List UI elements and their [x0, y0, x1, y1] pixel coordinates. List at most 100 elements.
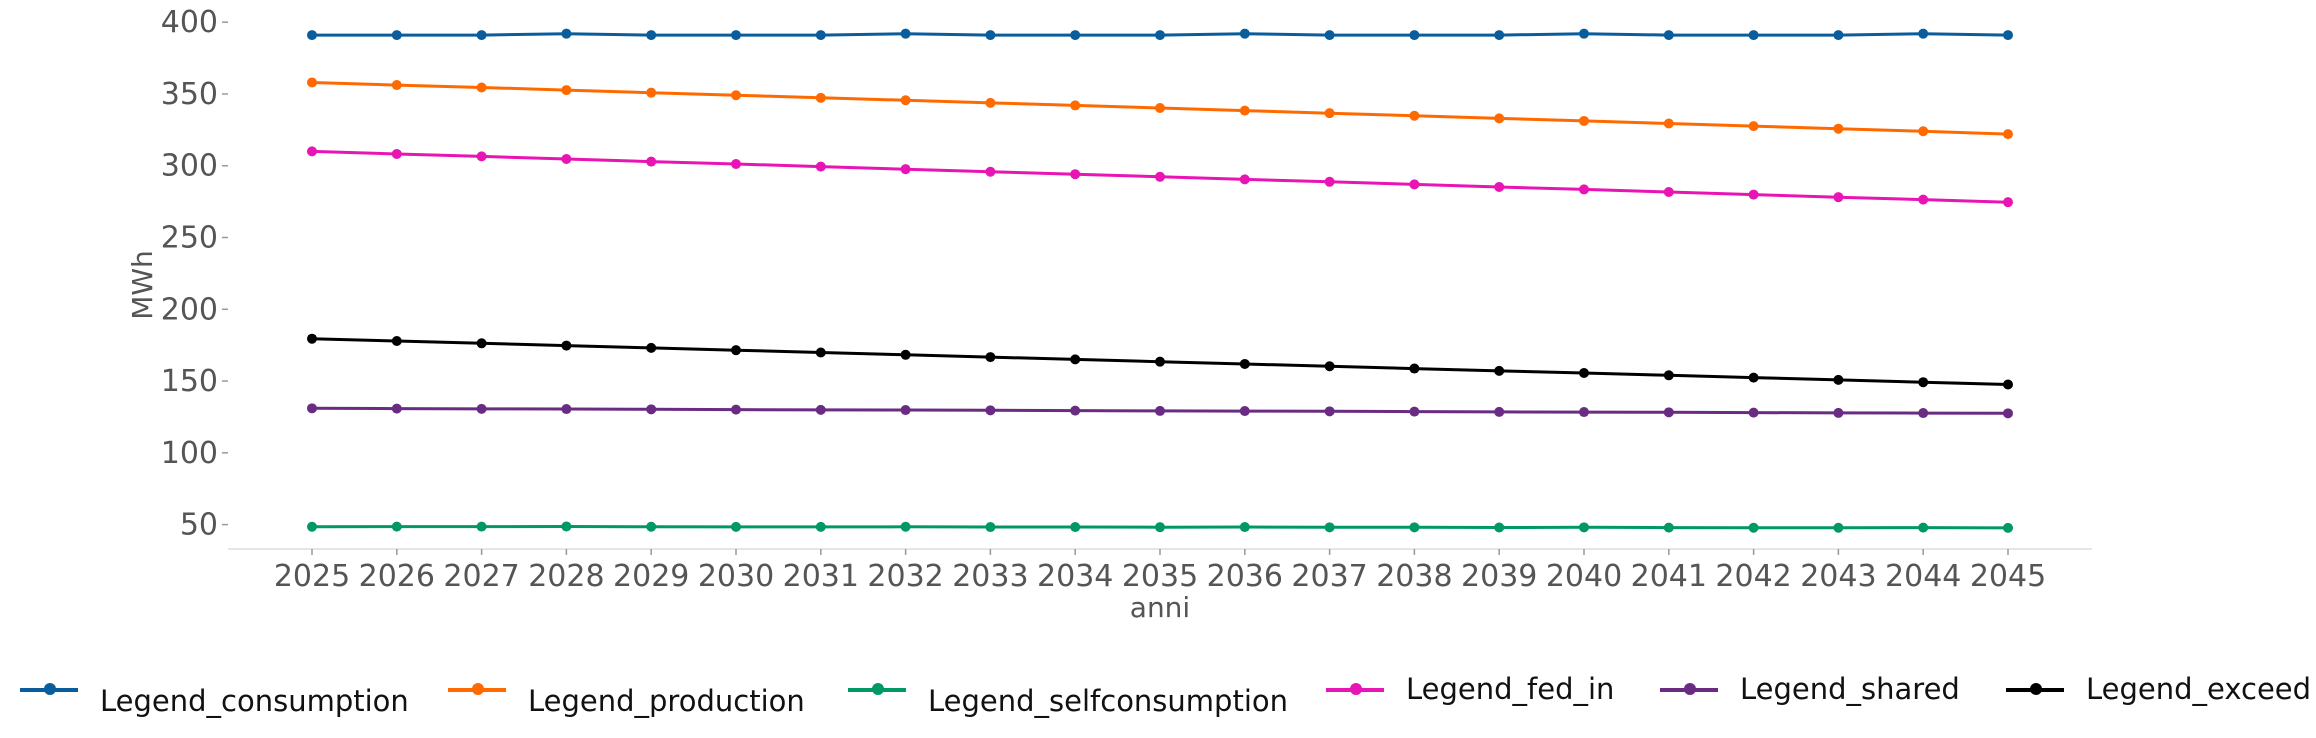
data-point	[1239, 174, 1250, 185]
y-tick-label: 400	[161, 5, 218, 40]
y-tick-label: 150	[161, 364, 218, 399]
chart-axes: 50 100 150 200 250 300 350 400 2025 2026 2027 2028 2…	[161, 5, 2092, 594]
x-tick-label: 2033	[952, 559, 1028, 594]
x-tick-label: 2028	[528, 559, 604, 594]
legend-label: Legend_shared	[1740, 672, 1960, 706]
data-point	[815, 521, 826, 532]
data-point	[1833, 123, 1844, 134]
data-point	[646, 30, 657, 41]
chart-legend: Legend_consumption Legend_production Legen…	[0, 660, 2316, 720]
x-tick-label: 2026	[359, 559, 435, 594]
data-point	[307, 30, 317, 41]
data-point	[1409, 363, 1420, 374]
data-point	[561, 404, 572, 415]
data-point	[561, 85, 572, 96]
series-0	[307, 28, 2013, 41]
data-point	[815, 30, 826, 41]
data-point	[815, 347, 826, 358]
data-point	[2003, 30, 2013, 41]
data-point	[731, 159, 741, 170]
data-point	[646, 521, 657, 532]
data-point	[815, 404, 826, 415]
data-point	[646, 404, 657, 415]
series-5	[307, 333, 2013, 390]
data-point	[307, 146, 317, 157]
data-point	[2003, 197, 2013, 208]
legend-marker	[1684, 683, 1696, 695]
series-2	[307, 521, 2013, 533]
data-point	[476, 30, 487, 41]
data-point	[391, 335, 402, 346]
data-point	[900, 95, 911, 106]
line-chart: 50 100 150 200 250 300 350 400 2025 2026 2027 2028 2…	[126, 5, 2092, 624]
data-point	[1663, 522, 1674, 533]
data-point	[900, 521, 911, 532]
x-tick-label: 2045	[1970, 559, 2046, 594]
data-point	[1833, 30, 1844, 41]
data-point	[1579, 115, 1589, 126]
data-point	[815, 92, 826, 103]
legend-label: Legend_selfconsumption	[928, 684, 1289, 718]
data-point	[900, 349, 911, 360]
series-1	[307, 77, 2013, 140]
data-point	[900, 405, 911, 416]
data-point	[1324, 522, 1335, 533]
x-tick-label: 2039	[1461, 559, 1537, 594]
data-point	[1918, 408, 1929, 419]
data-point	[1663, 370, 1674, 381]
data-point	[985, 97, 996, 108]
legend-marker	[472, 683, 484, 695]
data-point	[1748, 522, 1759, 533]
data-point	[1070, 354, 1081, 365]
data-point	[1748, 121, 1759, 132]
series-4	[307, 403, 2013, 419]
legend-marker	[872, 683, 884, 695]
data-point	[1324, 361, 1335, 372]
data-point	[561, 340, 572, 351]
x-tick-label: 2035	[1122, 559, 1198, 594]
data-point	[2003, 408, 2013, 419]
data-point	[561, 521, 572, 532]
data-point	[1579, 407, 1589, 418]
data-point	[1239, 105, 1250, 116]
data-point	[1239, 522, 1250, 533]
data-point	[2003, 379, 2013, 390]
data-point	[1579, 28, 1589, 39]
data-point	[1663, 407, 1674, 418]
data-point	[1494, 113, 1505, 124]
x-tick-label: 2042	[1715, 559, 1791, 594]
data-point	[731, 521, 741, 532]
data-point	[476, 151, 487, 162]
data-point	[1833, 374, 1844, 385]
data-point	[646, 156, 657, 167]
x-tick-label: 2032	[867, 559, 943, 594]
data-point	[391, 148, 402, 159]
data-point	[1494, 406, 1505, 417]
data-point	[307, 333, 317, 344]
data-point	[1833, 192, 1844, 203]
x-tick-label: 2031	[783, 559, 859, 594]
y-tick-label: 50	[180, 508, 218, 543]
data-point	[1324, 30, 1335, 41]
x-tick-label: 2037	[1291, 559, 1367, 594]
data-point	[1494, 181, 1505, 192]
data-point	[476, 521, 487, 532]
data-point	[1663, 186, 1674, 197]
data-point	[1663, 118, 1674, 129]
legend-label: Legend_consumption	[100, 684, 409, 718]
data-point	[391, 30, 402, 41]
x-tick-label: 2025	[274, 559, 350, 594]
legend-label: Legend_production	[528, 684, 805, 718]
legend-marker	[1350, 683, 1362, 695]
series-3	[307, 146, 2013, 208]
data-point	[476, 338, 487, 349]
data-point	[391, 80, 402, 91]
data-point	[1070, 30, 1081, 41]
data-point	[985, 30, 996, 41]
x-tick-label: 2027	[443, 559, 519, 594]
data-point	[476, 403, 487, 414]
legend-marker	[44, 683, 56, 695]
data-point	[1070, 169, 1081, 180]
data-point	[1748, 372, 1759, 383]
data-point	[731, 404, 741, 415]
